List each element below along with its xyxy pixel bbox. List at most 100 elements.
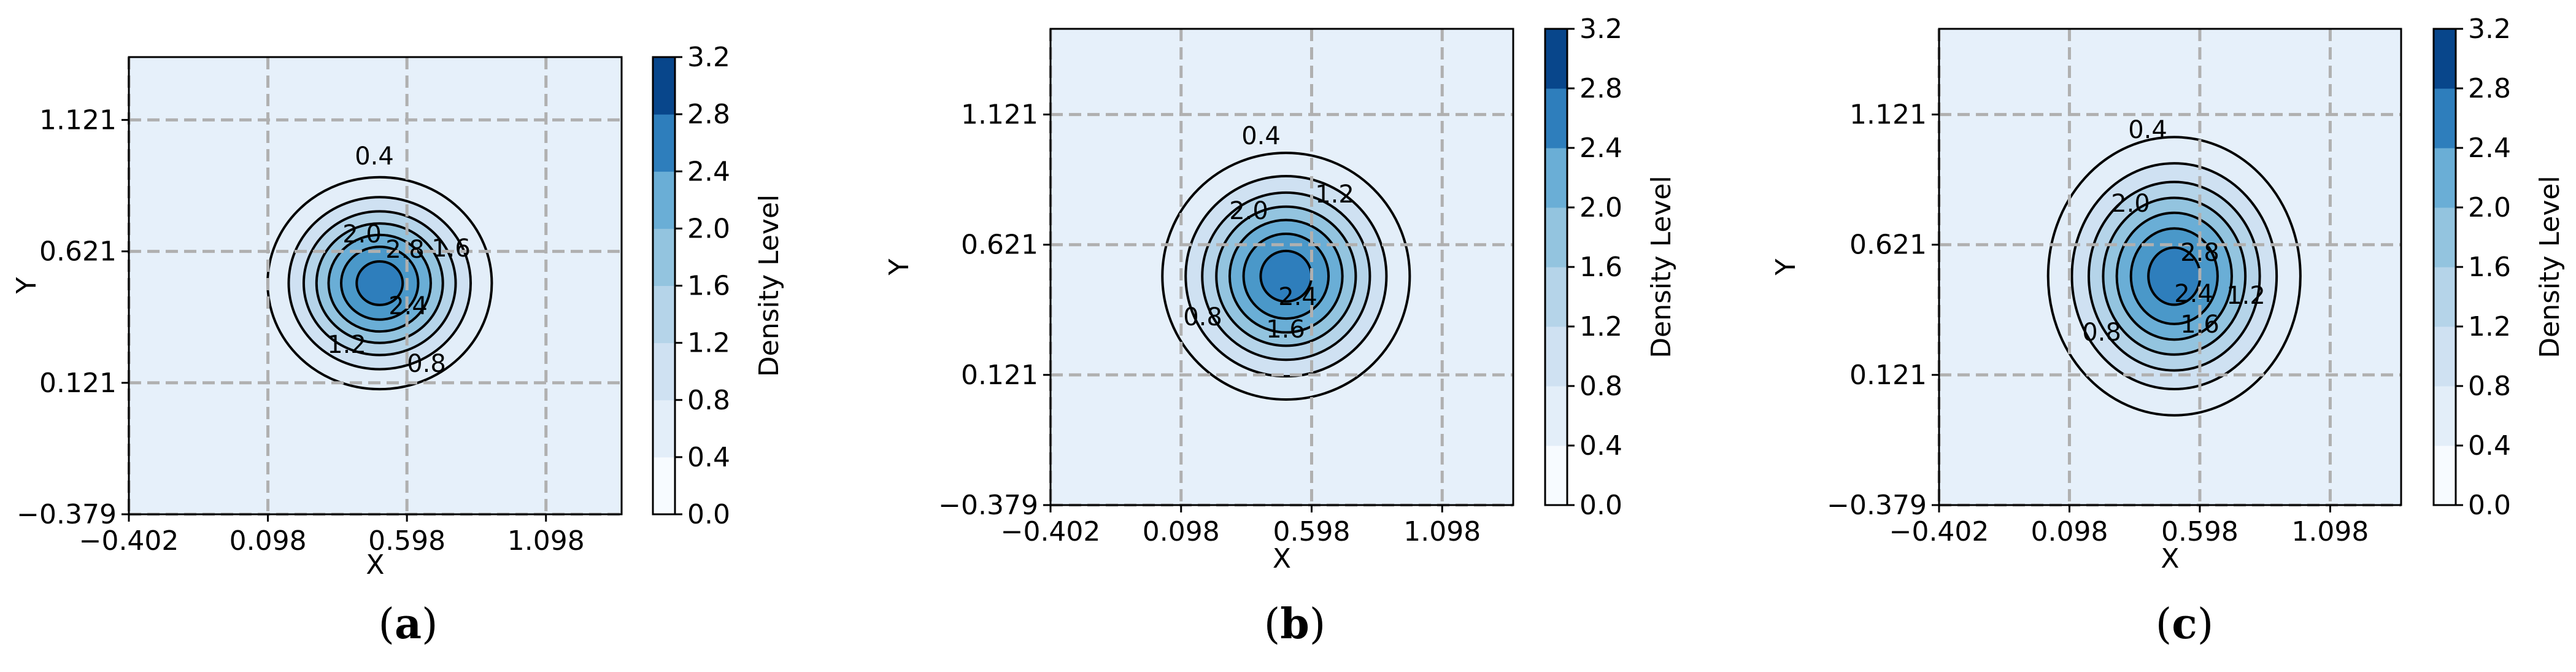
colorbar-tick-label: 0.4: [687, 442, 730, 473]
x-tick-label: 0.598: [368, 525, 445, 557]
contour-label: 1.6: [431, 234, 471, 263]
colorbar-tick-label: 2.8: [2468, 73, 2511, 104]
colorbar-tick-label: 1.6: [687, 271, 730, 302]
contour-band: [2148, 247, 2200, 305]
colorbar-segment: [653, 457, 675, 515]
contour-label: 1.2: [1315, 180, 1354, 209]
x-tick-label: 0.098: [2030, 516, 2108, 547]
colorbar-title: Density Level: [1646, 176, 1677, 358]
contour-label: 2.0: [2111, 190, 2150, 218]
contour-line: [2070, 162, 2278, 391]
contour-line: [302, 210, 457, 357]
x-tick-label: 1.098: [1403, 516, 1481, 547]
colorbar-tick-label: 3.2: [2468, 14, 2511, 45]
colorbar-tick-label: 0.8: [2468, 371, 2511, 402]
colorbar-segment: [1545, 267, 1567, 327]
contour-line: [287, 196, 472, 371]
y-tick-label: 0.621: [1849, 230, 1927, 261]
colorbar-title: Density Level: [754, 195, 785, 377]
contour-lines: [2046, 136, 2302, 417]
colorbar-tick-label: 1.6: [1579, 252, 1622, 283]
contour-label: 0.8: [2082, 319, 2121, 347]
colorbar-segment: [2434, 386, 2456, 446]
contour-label: 2.0: [342, 220, 382, 249]
y-tick-label: 0.121: [961, 360, 1038, 391]
colorbar-tick-label: 3.2: [1579, 14, 1622, 45]
y-tick-label: −0.379: [17, 499, 117, 530]
x-tick-label: 0.598: [2161, 516, 2239, 547]
y-tick-label: −0.379: [1827, 490, 1927, 521]
panel-a: 0.42.02.8 1.62.41.20.8−0.402 0.098 0.598 1.0…: [11, 42, 785, 649]
caption-open-paren: (: [378, 600, 395, 649]
colorbar-tick-label: 0.8: [1579, 371, 1622, 402]
colorbar-tick-label: 2.4: [2468, 133, 2511, 164]
colorbar-segment: [2434, 207, 2456, 268]
colorbar-tick-label: 0.0: [687, 499, 730, 530]
colorbar-tick-label: 2.4: [1579, 133, 1622, 164]
contour-label: 2.8: [2180, 239, 2219, 267]
colorbar-tick-label: 1.2: [1579, 311, 1622, 342]
colorbar-tick-label: 0.4: [2468, 430, 2511, 462]
contour-line: [1201, 191, 1371, 361]
contour-label: 0.4: [355, 142, 394, 171]
y-axis-title: Y: [1770, 258, 1802, 276]
panel-caption: (b): [1264, 600, 1326, 649]
contour-line: [355, 260, 404, 306]
colorbar-segment: [653, 342, 675, 401]
contour-label: 1.2: [2226, 282, 2266, 310]
y-tick-label: 0.621: [961, 230, 1038, 261]
caption-open-paren: (: [1264, 600, 1281, 649]
contour-line: [340, 245, 420, 321]
colorbar-segment: [1545, 29, 1567, 89]
colorbar-segment: [653, 285, 675, 344]
contour-label: 2.8: [385, 236, 425, 264]
contour-line: [2046, 136, 2302, 417]
colorbar-tick-label: 2.0: [687, 213, 730, 244]
caption-letter: c: [2172, 600, 2197, 649]
contour-label: 2.4: [1278, 283, 1317, 311]
contour-line: [1242, 233, 1330, 320]
caption-close-paren: ): [422, 600, 438, 649]
x-axis-title: X: [1273, 543, 1291, 574]
colorbar-tick-label: 2.8: [687, 99, 730, 130]
colorbar-segment: [2434, 326, 2456, 387]
colorbar-segment: [1545, 386, 1567, 446]
colorbar-segment: [653, 228, 675, 286]
colorbar-segment: [2434, 148, 2456, 208]
contour-line: [2102, 196, 2247, 356]
colorbar-tick-label: 0.8: [687, 385, 730, 416]
panel-b: 0.4 1.2 2.0 2.4 1.6 0.8 −0.402 0.098 0.598 1.098 −…: [884, 14, 1677, 649]
x-tick-label: −0.402: [1001, 516, 1101, 547]
x-axis-title: X: [366, 549, 384, 581]
colorbar-segment: [653, 114, 675, 172]
x-tick-label: 1.098: [2291, 516, 2369, 547]
contour-line: [1215, 205, 1357, 347]
colorbar-tick-label: 0.0: [2468, 490, 2511, 521]
panel-caption: (c): [2156, 600, 2213, 649]
y-tick-label: 0.121: [1849, 360, 1927, 391]
caption-close-paren: ): [1309, 600, 1326, 649]
colorbar-segment: [1545, 446, 1567, 506]
contour-band: [1260, 250, 1312, 302]
contour-label: 1.6: [1266, 315, 1305, 344]
contour-label: 2.4: [2174, 280, 2213, 308]
y-tick-label: 1.121: [961, 99, 1038, 131]
colorbar-tick-label: 3.2: [687, 42, 730, 73]
colorbar-segment: [1545, 326, 1567, 387]
caption-letter: a: [395, 600, 422, 649]
contour-line: [315, 222, 444, 344]
contour-lines: [1161, 152, 1411, 401]
colorbar-tick-label: 1.2: [687, 328, 730, 359]
contour-fills: [2048, 137, 2300, 415]
axes-frame: [1049, 28, 1514, 506]
contour-label: 0.8: [407, 350, 446, 378]
panel-caption: (a): [378, 600, 438, 649]
colorbar-segment: [2434, 267, 2456, 327]
colorbar-tick-label: 2.0: [2468, 192, 2511, 223]
contour-band: [357, 261, 403, 305]
contour-label: 1.2: [327, 331, 366, 359]
contour-line: [2129, 227, 2219, 325]
contour-line: [2115, 211, 2233, 341]
x-tick-label: 0.598: [1273, 516, 1351, 547]
